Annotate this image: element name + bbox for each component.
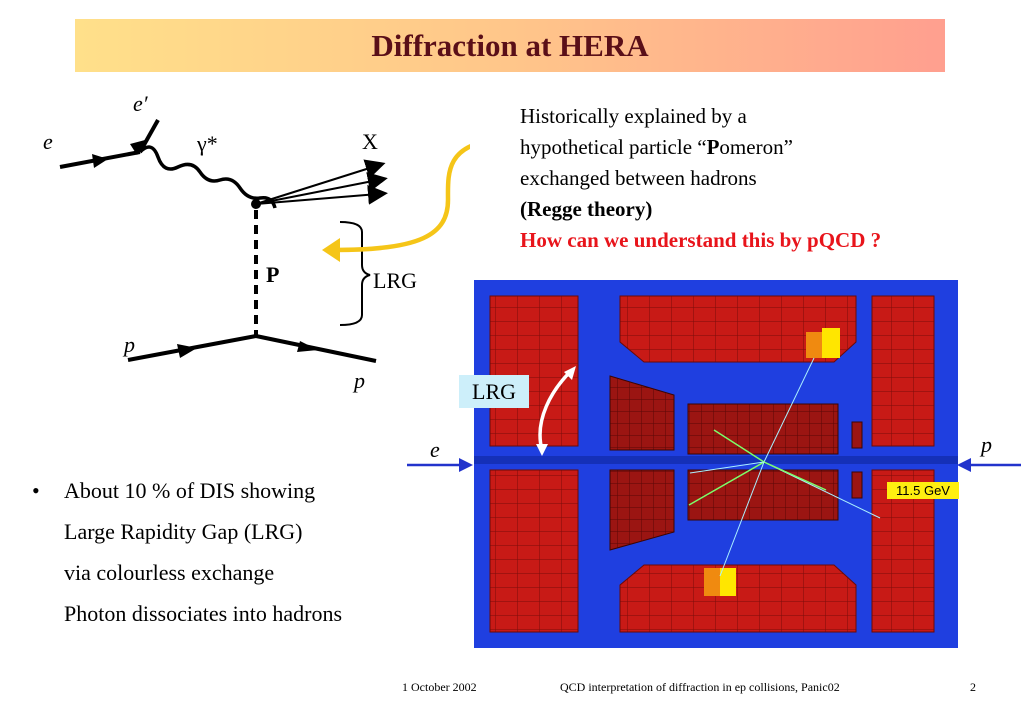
tracker-top [687, 403, 839, 455]
explanation-question: How can we understand this by pQCD ? [520, 228, 882, 252]
beam-e-arrow [407, 458, 473, 472]
rapidity-arrow-head-top [564, 366, 576, 380]
label-p-in: p [124, 332, 135, 357]
slide-title: Diffraction at HERA [371, 28, 649, 63]
small-module-2 [851, 471, 863, 499]
feynman-diagram [59, 119, 470, 363]
yellow-arrow [334, 144, 470, 253]
yellow-arrow-head [322, 238, 340, 262]
explanation-line-2-bold: P [706, 135, 720, 159]
proton-in-arrow [177, 344, 197, 358]
tracker-bottom [687, 469, 839, 521]
electron-out-arrow [130, 140, 145, 155]
explanation-line-1: Historically explained by a [520, 104, 747, 128]
calo-left-top [489, 295, 579, 447]
electron-in-arrow [92, 154, 108, 168]
explanation-line-2-post: omeron” [719, 135, 793, 159]
label-lrg: LRG [373, 268, 417, 293]
bullet-line-1: About 10 % of DIS showing [64, 478, 316, 503]
label-e-in: e [43, 129, 53, 154]
track-5 [763, 461, 827, 491]
proton-out-line [255, 334, 377, 363]
hit-block-1 [822, 328, 840, 358]
forward-plug-bottom [609, 469, 675, 551]
label-p-out: p [354, 368, 365, 393]
rapidity-arrow-head-bottom [536, 444, 548, 456]
explanation-line-4: (Regge theory) [520, 197, 653, 221]
explanation-line-2-pre: hypothetical particle “ [520, 135, 707, 159]
track-7 [689, 461, 765, 474]
calo-bottom [619, 564, 857, 633]
track-1 [763, 357, 815, 463]
energy-label: 11.5 GeV [887, 482, 959, 499]
footer-date: 1 October 2002 [402, 680, 477, 694]
lrg-brace [339, 221, 371, 326]
bullet-line-2: Large Rapidity Gap (LRG) [64, 519, 303, 544]
footer-talk: QCD interpretation of diffraction in ep … [560, 680, 840, 694]
explanation-line-3: exchanged between hadrons [520, 166, 757, 190]
proton-out-arrow [297, 341, 318, 352]
explanation: Historically explained by a hypothetical… [520, 101, 881, 256]
jet-3 [255, 184, 388, 205]
bullet-marker: • [32, 478, 40, 503]
photon-line [138, 145, 277, 209]
event-display [474, 280, 958, 648]
track-4 [713, 429, 765, 463]
calo-top [619, 295, 857, 363]
label-pomeron: P [266, 262, 280, 287]
label-e-out: e′ [133, 91, 148, 116]
bullet-line-4: Photon dissociates into hadrons [64, 601, 343, 626]
electron-out-line [138, 119, 160, 153]
bullet-list: • About 10 % of DIS showing Large Rapidi… [32, 470, 342, 634]
label-x: X [362, 129, 378, 154]
jet-1 [255, 159, 386, 205]
event-display-graphic [474, 295, 958, 633]
track-3 [688, 461, 765, 506]
calo-right-top [871, 295, 935, 447]
bullet-line-3: via colourless exchange [64, 560, 275, 585]
beam-e-label: e [430, 437, 440, 462]
explanation-line-2: hypothetical particle “Pomeron” [520, 132, 881, 163]
beam-p-arrow [957, 458, 1021, 472]
track-6 [719, 461, 765, 577]
hit-block-2 [806, 332, 822, 358]
small-module-1 [851, 421, 863, 449]
beam-p-label: p [981, 432, 992, 457]
jet-2 [255, 172, 388, 205]
title-bar: Diffraction at HERA [75, 19, 945, 72]
lrg-box: LRG [459, 375, 529, 408]
hit-block-3 [720, 568, 736, 596]
label-photon: γ* [197, 131, 218, 156]
calo-left-bottom [489, 469, 579, 633]
hit-block-4 [704, 568, 720, 596]
page-number: 2 [970, 680, 976, 694]
forward-plug-top [609, 375, 675, 451]
rapidity-gap-arrow [538, 370, 572, 451]
